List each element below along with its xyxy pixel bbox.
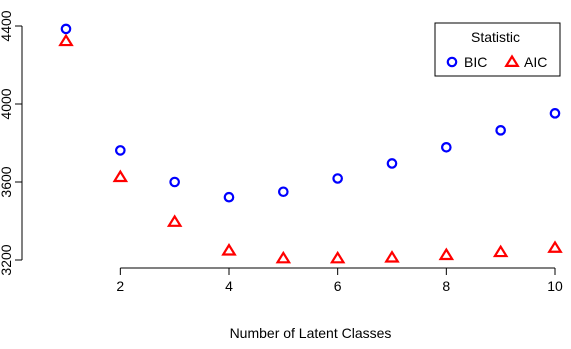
legend-box: [434, 22, 561, 77]
bic-point: [549, 108, 561, 119]
legend: Statistic BIC AIC: [434, 22, 561, 77]
aic-point: [58, 33, 74, 47]
bic-point: [441, 141, 452, 153]
plot-area: [58, 23, 563, 264]
aic-point: [438, 247, 455, 261]
aic-point: [275, 250, 292, 264]
y-tick-label: 3200: [0, 244, 14, 275]
legend-label: AIC: [524, 54, 547, 70]
x-tick-label: 8: [442, 278, 450, 294]
x-tick-label: 4: [225, 278, 233, 294]
series-aic: [58, 33, 563, 264]
legend-circle-icon: [446, 56, 458, 68]
aic-point: [166, 214, 183, 227]
legend-label: BIC: [464, 54, 487, 70]
bic-point: [223, 191, 235, 203]
x-tick-label: 6: [334, 278, 342, 294]
legend-item-bic: BIC: [446, 54, 487, 70]
aic-point: [221, 243, 237, 256]
y-tick-label: 3600: [0, 166, 14, 197]
bic-point: [115, 145, 126, 156]
bic-point: [278, 186, 289, 198]
aic-point: [492, 244, 509, 258]
aic-point: [384, 250, 400, 263]
legend-item-aic: AIC: [504, 54, 547, 70]
y-tick-label: 4000: [0, 88, 14, 119]
bic-point: [332, 173, 343, 184]
aic-point: [329, 250, 346, 264]
series-bic: [60, 23, 561, 203]
bic-point: [386, 158, 398, 169]
legend-title: Statistic: [471, 29, 520, 45]
x-axis-ticks: 2 4 6 8 10: [116, 268, 563, 294]
aic-point: [112, 169, 129, 183]
bic-point: [60, 23, 72, 35]
y-tick-label: 4400: [0, 10, 14, 41]
x-tick-label: 2: [116, 278, 124, 294]
y-axis-ticks: 3200 3600 4000 4400: [0, 10, 22, 276]
aic-point: [547, 240, 563, 253]
x-axis-title: Number of Latent Classes: [230, 325, 392, 341]
legend-items: BIC AIC: [446, 54, 547, 70]
bic-point: [169, 176, 180, 188]
bic-point: [495, 125, 506, 136]
x-tick-label: 10: [547, 278, 563, 294]
legend-triangle-icon: [504, 54, 520, 67]
